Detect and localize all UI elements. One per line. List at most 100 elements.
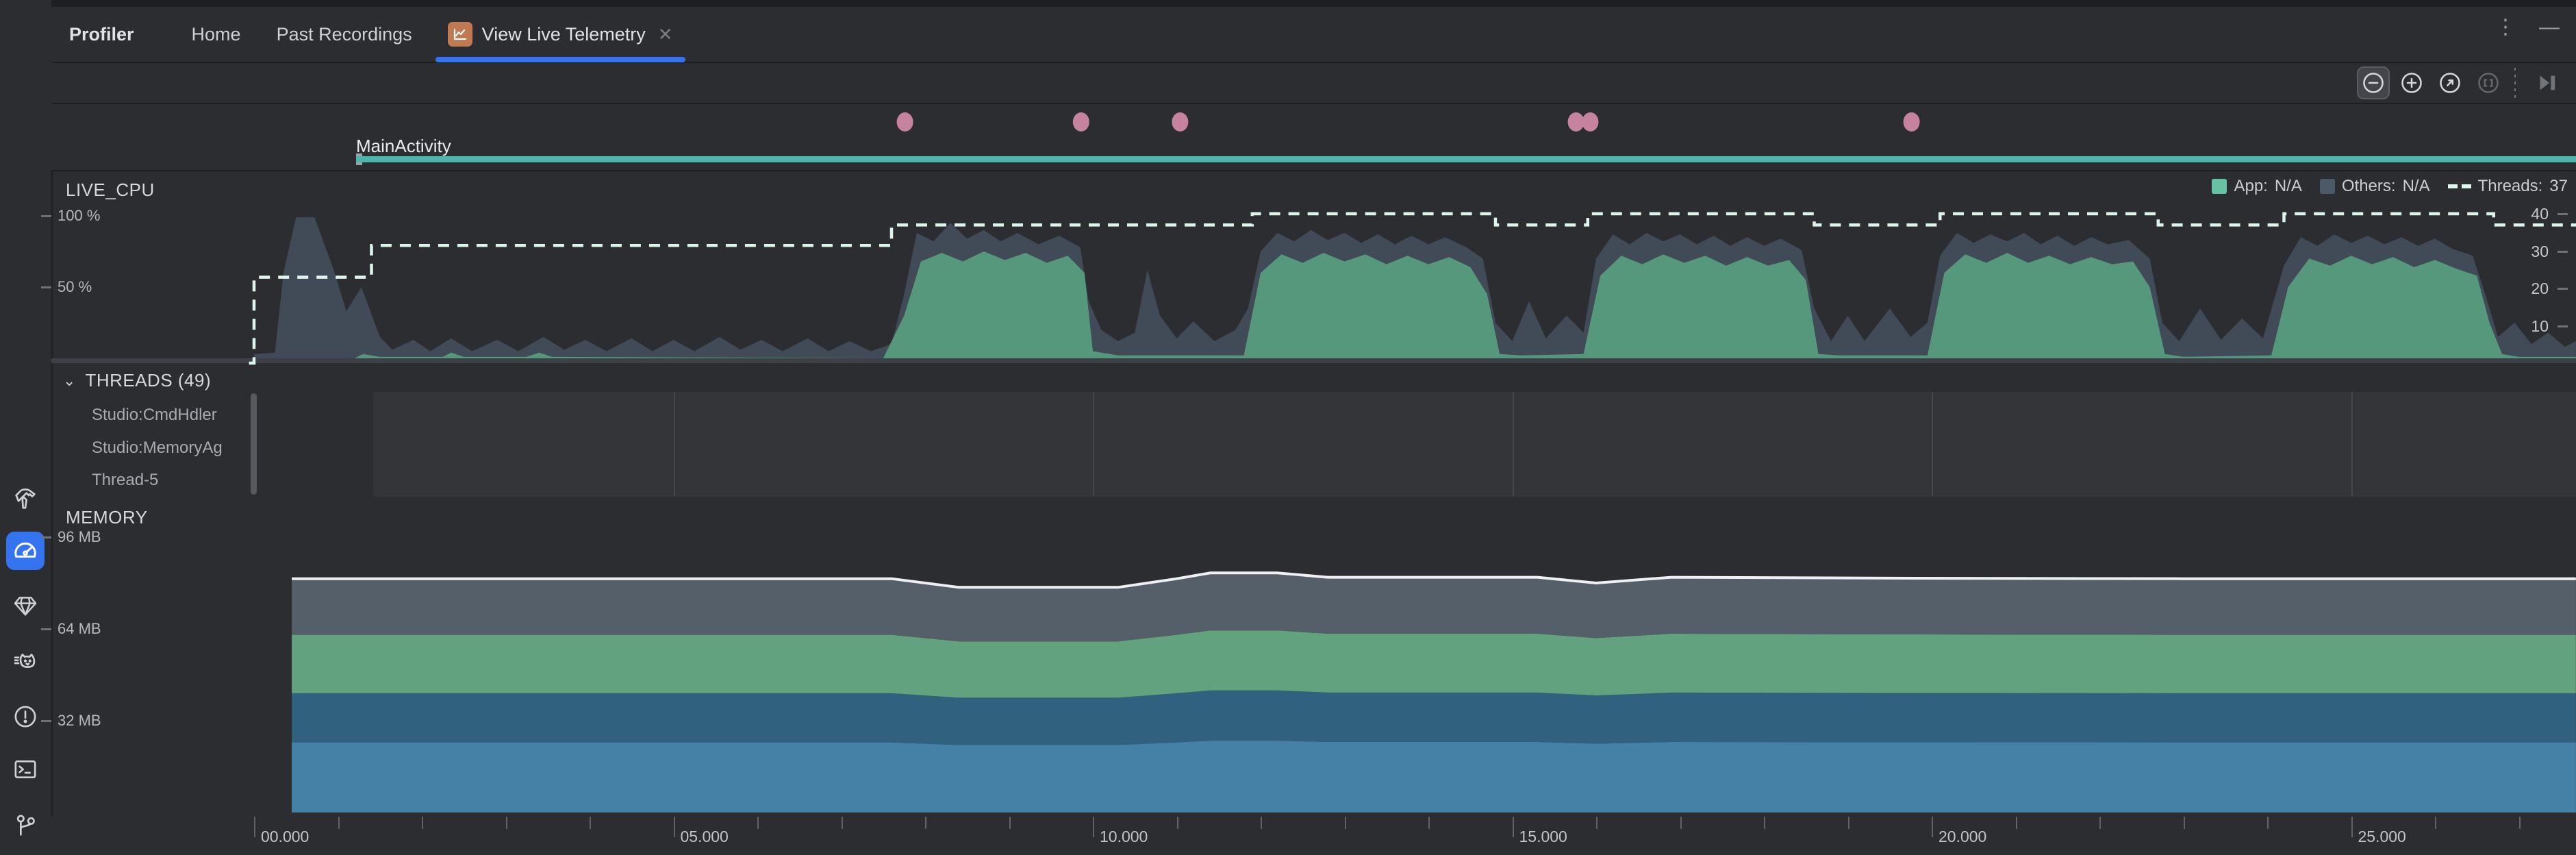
- tab-view-live-telemetry[interactable]: View Live Telemetry ✕: [430, 8, 691, 62]
- time-axis: 00.000 05.000 10.000 15.000 20.000 25.000: [51, 817, 2576, 855]
- cpu-legend: App: N/A Others: N/A Threads: 37: [2212, 177, 2568, 196]
- time-axis-minor-tick: [1344, 817, 1346, 829]
- activity-name-label: MainActivity: [356, 136, 451, 156]
- window-top-strip: [0, 0, 2576, 7]
- cpu-area-app_cpu: [254, 251, 2576, 358]
- tool-window-stripe: [0, 0, 53, 855]
- toolbar-separator: [2514, 68, 2516, 98]
- time-axis-minor-tick: [505, 817, 507, 829]
- memory-axis-tick: [41, 720, 51, 722]
- threads-track-gridline: [1093, 392, 1094, 497]
- time-axis-minor-tick: [2518, 817, 2521, 829]
- zoom-to-selection-button[interactable]: [2472, 66, 2505, 99]
- threads-axis-tick: [2558, 325, 2568, 327]
- memory-total-line: [292, 571, 2576, 589]
- threads-track-gridline: [1932, 392, 1933, 497]
- cpu-axis-label: 100 %: [58, 207, 101, 224]
- tool-window-title: Profiler: [69, 23, 134, 45]
- threads-state-track[interactable]: [373, 392, 2576, 497]
- legend-others-label: Others:: [2341, 177, 2396, 195]
- time-axis-major-tick: [1093, 817, 1094, 837]
- time-axis-minor-tick: [2267, 817, 2269, 829]
- time-axis-minor-tick: [757, 817, 759, 829]
- active-tab-underline: [435, 57, 685, 62]
- activity-event-dot[interactable]: [1567, 112, 1584, 132]
- zoom-in-button[interactable]: [2395, 66, 2428, 99]
- threads-section-header[interactable]: ⌄ THREADS (49): [63, 370, 211, 391]
- thread-list-item[interactable]: Studio:CmdHdler: [92, 406, 217, 424]
- time-axis-major-tick: [2351, 817, 2353, 837]
- terminal-glyph: [14, 760, 36, 778]
- time-axis-minor-tick: [1847, 817, 1849, 829]
- time-axis-minor-tick: [1176, 817, 1178, 829]
- time-axis-minor-tick: [1596, 817, 1598, 829]
- memory-axis-label: 64 MB: [58, 620, 101, 637]
- time-axis-label: 00.000: [261, 828, 310, 845]
- time-axis-major-tick: [673, 817, 675, 837]
- others-swatch: [2319, 179, 2335, 194]
- thread-list-item[interactable]: Thread-5: [92, 471, 159, 489]
- memory-axis-label: 32 MB: [58, 712, 101, 729]
- activity-event-dot[interactable]: [1582, 112, 1599, 132]
- threads-axis-label: 40: [2531, 205, 2549, 223]
- memory-axis-tick: [41, 536, 51, 538]
- threads-axis-label: 10: [2531, 317, 2549, 335]
- problems-warning-icon[interactable]: [6, 697, 45, 736]
- thread-list-item[interactable]: Studio:MemoryAg: [92, 438, 223, 457]
- build-hammer-icon[interactable]: [6, 480, 45, 518]
- hammer-glyph: [15, 488, 36, 509]
- hide-minimize-icon[interactable]: —: [2539, 15, 2560, 38]
- threads-track-gridline: [1512, 392, 1514, 497]
- version-control-branch-icon[interactable]: [6, 806, 45, 845]
- legend-app: App: N/A: [2212, 177, 2302, 196]
- threads-axis-tick: [2558, 250, 2568, 253]
- time-axis-minor-tick: [2099, 817, 2101, 829]
- time-axis-minor-tick: [841, 817, 843, 829]
- chevron-down-icon[interactable]: ⌄: [63, 371, 76, 389]
- threads-track-gridline: [673, 392, 675, 497]
- time-axis-minor-tick: [925, 817, 926, 829]
- legend-app-label: App:: [2234, 177, 2268, 195]
- jump-to-live-button[interactable]: [2531, 66, 2564, 99]
- reset-zoom-button[interactable]: [2434, 66, 2466, 99]
- terminal-icon[interactable]: [6, 750, 45, 789]
- cpu-axis-tick: [41, 215, 51, 217]
- cpu-axis-label: 50 %: [58, 278, 92, 295]
- close-tab-icon[interactable]: ✕: [657, 23, 673, 45]
- cpu-threads-dashed-line: [249, 212, 2576, 365]
- threads-axis-tick: [2558, 213, 2568, 215]
- tab-past-recordings[interactable]: Past Recordings: [259, 8, 430, 61]
- tool-window-controls: ⋮ —: [2495, 15, 2560, 39]
- cpu-axis-tick: [41, 286, 51, 288]
- time-axis-major-tick: [1512, 817, 1514, 837]
- time-axis-minor-tick: [2435, 817, 2436, 829]
- zoom-out-button[interactable]: [2357, 66, 2390, 99]
- memory-band-gray: [292, 573, 2576, 642]
- legend-others-value: N/A: [2402, 177, 2430, 195]
- cpu-section-title: LIVE_CPU: [66, 179, 155, 200]
- time-axis-minor-tick: [1680, 817, 1682, 829]
- activity-lifetime-bar[interactable]: [356, 156, 2576, 162]
- threads-axis-label: 30: [2531, 242, 2549, 260]
- app-quality-insights-diamond-icon[interactable]: [6, 586, 45, 625]
- activity-event-dot[interactable]: [1903, 112, 1920, 132]
- activity-event-dot[interactable]: [1172, 112, 1189, 132]
- legend-threads: Threads: 37: [2447, 177, 2568, 196]
- profiler-gauge-icon[interactable]: [6, 532, 45, 570]
- time-axis-minor-tick: [2015, 817, 2017, 829]
- threads-track-gridline: [2351, 392, 2353, 497]
- threads-scrollbar[interactable]: [251, 393, 257, 495]
- options-kebab-icon[interactable]: ⋮: [2495, 16, 2516, 38]
- threads-axis-label: 20: [2531, 280, 2549, 297]
- activity-event-dot[interactable]: [896, 112, 913, 132]
- time-axis-minor-tick: [338, 817, 340, 829]
- tab-past-recordings-label: Past Recordings: [276, 23, 412, 45]
- memory-axis-tick: [41, 628, 51, 630]
- activity-event-dot[interactable]: [1072, 112, 1089, 132]
- threads-header-label: THREADS (49): [85, 370, 212, 391]
- time-axis-minor-tick: [422, 817, 423, 829]
- timeline-toolbar: [51, 63, 2576, 104]
- tab-home[interactable]: Home: [174, 8, 259, 61]
- logcat-cat-icon[interactable]: [6, 644, 45, 682]
